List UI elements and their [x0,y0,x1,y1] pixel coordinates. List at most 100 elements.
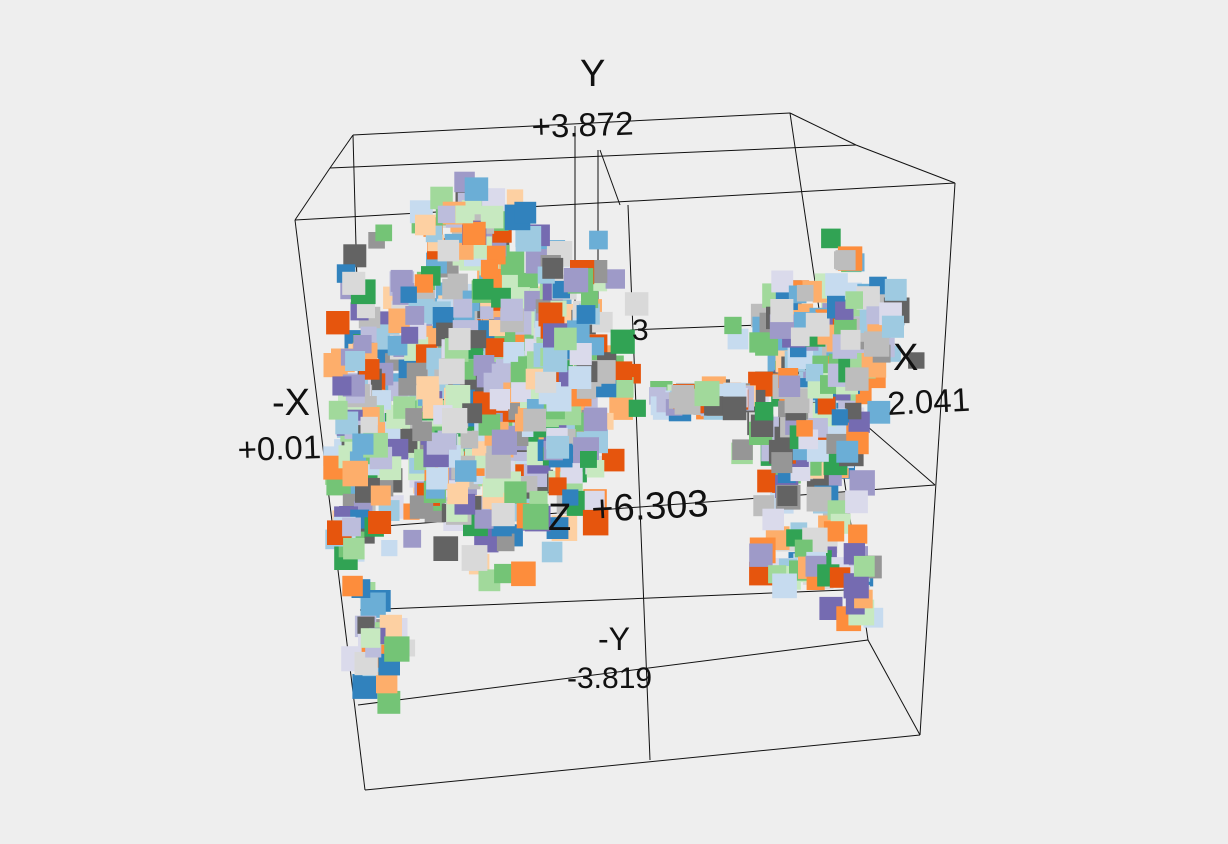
scatter-point [500,298,523,321]
scatter-point [496,533,515,552]
scatter-point [405,408,423,425]
scatter-point [884,278,907,301]
scatter-point [504,481,527,504]
scatter-point [522,503,549,530]
scatter-point [352,674,378,699]
scatter-point [455,205,474,224]
scatter-point [749,561,773,586]
frame-edge [855,144,956,184]
scatter-point [360,416,378,435]
scatter-point [749,332,770,353]
scatter-point [342,517,361,537]
y-pos-axis-label: Y [580,53,605,95]
scatter-point [377,690,401,714]
scatter-point [491,429,517,455]
scatter-point [415,214,436,236]
scatter-point [601,448,625,472]
scatter-point [460,430,479,449]
scatter-point [468,330,487,349]
x-neg-axis-label: -X [272,382,310,424]
scatter-point [817,396,836,415]
scatter-point [823,521,845,542]
scatter-point [845,291,863,309]
scatter-point [796,284,814,302]
scatter-point [485,338,505,358]
frame-edge [352,112,791,136]
scatter-point [485,453,511,479]
scatter-point [398,378,416,396]
scatter-point [461,545,488,571]
scatter-point [500,251,525,275]
frame-edge [789,112,857,146]
scatter-point [835,250,856,271]
scatter-point [757,469,780,493]
scatter-point [535,371,557,393]
scatter-point [836,440,859,463]
scatter-point [464,177,489,201]
scatter-point [462,221,486,245]
scatter-point [352,433,374,455]
scatter-point [805,363,824,382]
scatter-point [437,239,460,262]
scatter-point [749,543,773,567]
scatter-point [806,486,832,512]
scatter-point [491,363,511,383]
scatter-point [778,375,801,397]
frame-edge [294,167,331,221]
z-axis-label: Z [548,497,571,539]
scatter-point [628,399,646,417]
scatter-point [562,489,579,506]
scatter-point [437,205,456,224]
scatter-point [480,259,499,278]
scatter-point [610,329,635,354]
scatter-point [342,575,363,597]
y-neg-axis-value: -3.819 [567,662,652,695]
scatter-point [412,421,432,442]
scatter-point [541,541,563,563]
scatter-point [821,228,841,249]
scatter-point [848,524,868,544]
scatter-point [384,636,410,662]
scatter-point [554,327,577,351]
scatter-point [486,245,506,265]
frame-edge [329,144,857,169]
scatter-point [387,438,409,460]
scatter-point [582,509,609,536]
x-pos-axis-value: 2.041 [886,381,970,422]
scatter-point [589,230,608,250]
scatter-point [624,292,649,316]
scatter-point [326,311,350,335]
scatter-point [506,189,524,206]
scatter-point [345,351,366,371]
scatter-point [480,205,504,229]
scatter-point [442,278,463,300]
scatter-point [777,485,798,506]
frame-edge [859,419,936,486]
scatter-point [881,315,904,338]
scatter-point [472,278,494,300]
scatter-point [568,366,592,389]
scatter-point [353,335,372,354]
scatter-point [724,316,742,335]
scatter-point [437,430,457,450]
scatter-point [772,573,797,599]
frame-edge [329,134,354,169]
scatter-point [790,327,810,347]
scatter-point [482,476,504,498]
scatter-point [491,503,515,527]
axis-labels: Y +3.872 -X +0.01 X 2.041 -Y -3.819 Z +6… [237,53,971,695]
scatter-point [433,536,459,561]
scatter-point [403,529,422,548]
scatter-point [548,477,567,496]
scatter-point [671,384,694,408]
scatter-point [563,267,589,293]
scatter-point [511,561,536,587]
scatter-point [543,347,568,373]
scatter-points [323,171,925,714]
scatter-point [613,377,634,398]
scatter-point [342,460,368,487]
scatter-point [356,300,375,319]
x-pos-axis-label: X [893,337,918,379]
scatter-point [416,376,440,400]
